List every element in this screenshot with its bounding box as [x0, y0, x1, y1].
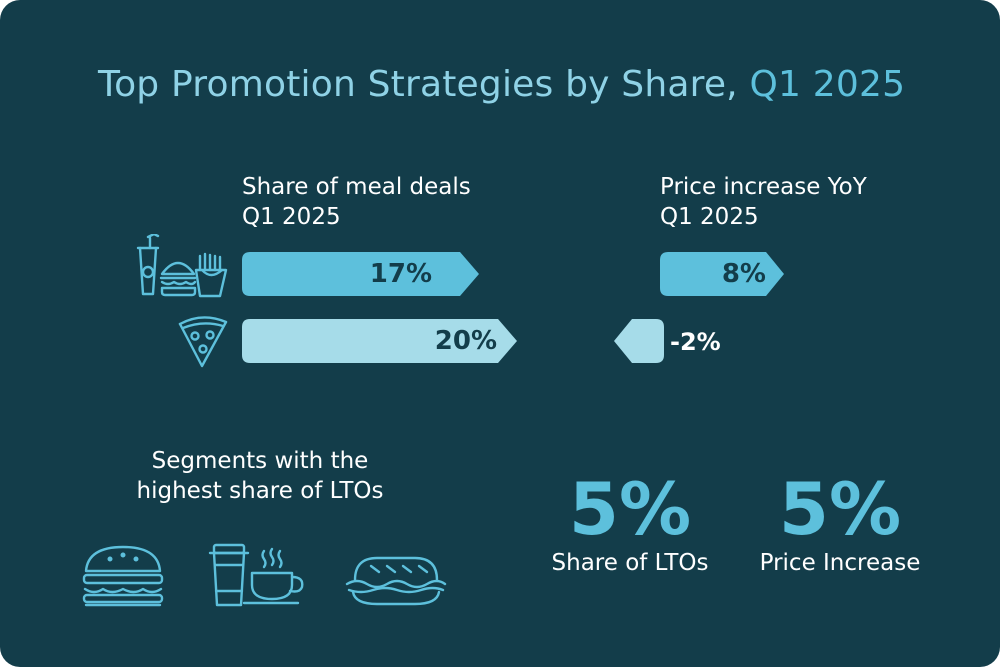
burger-icon: [82, 545, 164, 607]
share-bar-combo-shape: [242, 252, 479, 296]
price-label-combo: 8%: [721, 259, 766, 289]
share-label-pizza: 20%: [434, 326, 497, 356]
share-bar-pizza: 20%: [242, 319, 522, 363]
kpi-share-lto-value: 5%: [568, 467, 692, 551]
price-header: Price increase YoY Q1 2025: [660, 172, 867, 232]
kpi-share-lto-caption: Share of LTOs: [551, 550, 709, 576]
share-header-line2: Q1 2025: [242, 204, 341, 230]
price-header-line1: Price increase YoY: [660, 174, 867, 200]
kpi-price-increase-value: 5%: [778, 467, 902, 551]
coffee-cups-icon: [208, 543, 304, 607]
page-title: Top Promotion Strategies by Share, Q1 20…: [98, 64, 905, 105]
segments-title-line2: highest share of LTOs: [136, 478, 384, 504]
price-header-line2: Q1 2025: [660, 204, 759, 230]
combo-meal-icon: [136, 234, 228, 298]
share-bar-combo: 17%: [242, 252, 482, 296]
share-label-combo: 17%: [369, 259, 432, 289]
share-header-line1: Share of meal deals: [242, 174, 471, 200]
segments-title-line1: Segments with the: [151, 448, 369, 474]
title-highlight: Q1 2025: [749, 64, 906, 105]
price-bar-combo: 8%: [660, 252, 786, 296]
title-main: Top Promotion Strategies by Share,: [98, 64, 750, 105]
segments-title: Segments with the highest share of LTOs: [100, 446, 420, 506]
pizza-slice-icon: [178, 316, 228, 368]
share-header: Share of meal deals Q1 2025: [242, 172, 471, 232]
kpi-price-increase: 5% Price Increase: [740, 470, 940, 578]
kpi-price-increase-caption: Price Increase: [759, 550, 921, 576]
kpi-share-lto: 5% Share of LTOs: [530, 470, 730, 578]
share-bar-pizza-shape: [242, 319, 517, 363]
price-bar-pizza-shape: [614, 319, 664, 363]
price-bar-pizza: [612, 319, 664, 363]
sandwich-icon: [345, 556, 447, 606]
price-label-pizza: -2%: [670, 328, 721, 356]
price-bar-combo-shape: [660, 252, 784, 296]
